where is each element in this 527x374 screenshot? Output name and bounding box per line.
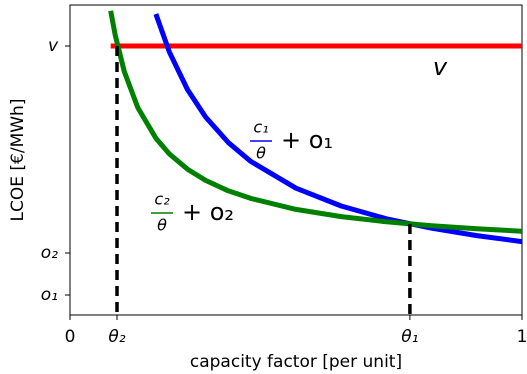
y-tick-label: o₁ [41,285,58,305]
series-line [153,13,522,245]
y-axis-label: LCOE [€/MWh] [8,99,28,222]
annotation-rest: + o₂ [182,198,234,226]
plot-frame [69,4,523,316]
y-tick-label: v [48,36,59,56]
annotation-denominator: θ [256,144,266,163]
annotation-numerator: c₁ [253,118,268,137]
x-axis-label: capacity factor [per unit] [190,352,402,372]
series-line [108,10,522,234]
x-tick-label: 0 [65,327,76,347]
annotation: v [433,53,448,81]
x-tick-label: θ₁ [401,327,418,347]
plot-area [108,10,522,245]
annotation-denominator: θ [157,216,167,235]
x-tick-label: θ₂ [108,327,125,347]
annotation-rest: + o₁ [281,126,333,154]
y-tick-label: o₂ [41,243,58,263]
annotation-numerator: c₂ [154,190,170,209]
x-tick-label: 1 [517,327,527,347]
